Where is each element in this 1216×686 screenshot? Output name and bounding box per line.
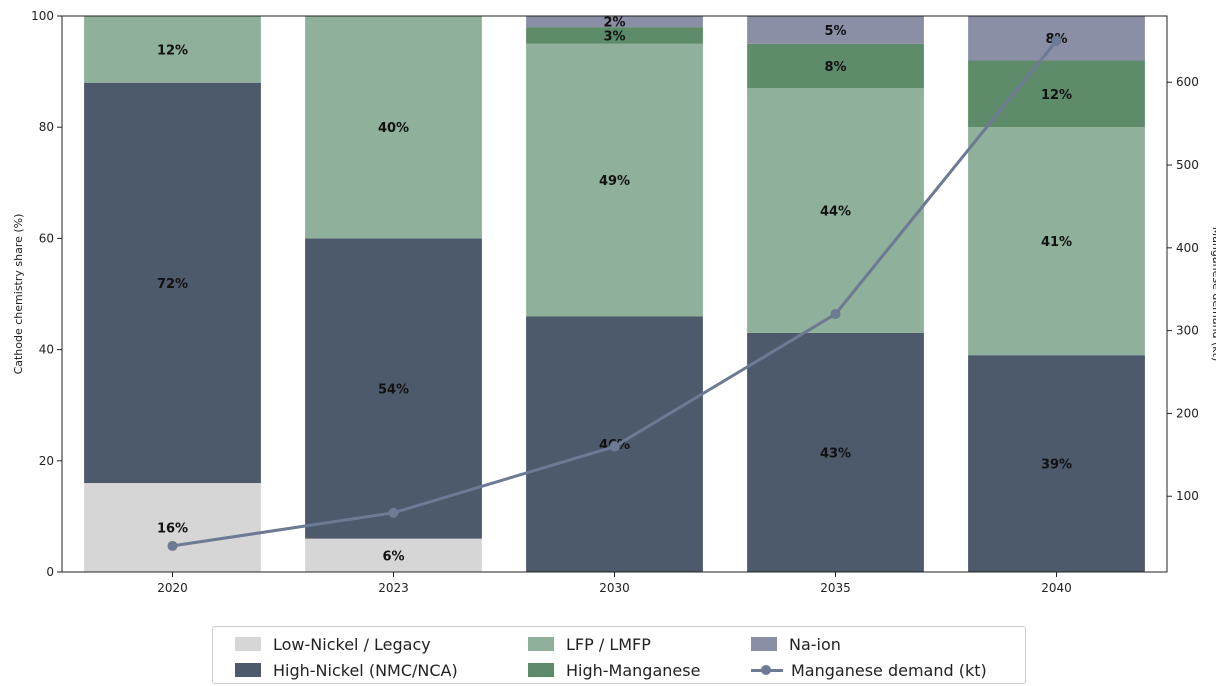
bar-segment [84,16,261,83]
bar-segment [747,332,924,572]
line-point [1051,35,1062,46]
chart: 16%72%12%6%54%40%46%49%3%2%43%44%8%5%39%… [12,9,1216,595]
legend-label: Na-ion [789,634,841,654]
y-axis-label: Cathode chemistry share (%) [12,214,25,375]
legend-label: Manganese demand (kt) [791,660,987,680]
data-label: 2% [603,16,625,31]
legend-label: Low-Nickel / Legacy [273,634,431,654]
legend-item: LFP / LMFP [528,632,651,656]
data-label: 12% [157,43,188,58]
legend-swatch [751,637,777,651]
legend-line-marker [751,663,783,677]
bar-segment [747,16,924,44]
bar-segment [747,43,924,89]
legend-swatch [528,637,554,651]
data-label: 44% [820,205,851,220]
data-label: 72% [157,277,188,292]
data-label: 43% [820,446,851,461]
bar-segment [968,355,1145,572]
y2-tick-label: 300 [1176,324,1199,338]
legend-item: Low-Nickel / Legacy [235,632,431,656]
data-label: 8% [824,60,846,75]
bar-segment [526,16,703,28]
data-label: 3% [603,29,625,44]
line-point [388,507,399,518]
y-tick-label: 40 [39,343,54,357]
y-tick-label: 80 [39,120,54,134]
x-tick-label: 2040 [1041,581,1072,595]
legend-label: High-Manganese [566,660,701,680]
line-point [167,540,178,551]
y-tick-label: 20 [39,454,54,468]
bar-segment [747,88,924,333]
line-point [830,309,841,320]
legend-swatch [235,637,261,651]
data-label: 49% [599,174,630,189]
legend-label: LFP / LMFP [566,634,651,654]
y2-tick-label: 100 [1176,489,1199,503]
y-tick-label: 100 [31,9,54,23]
bar-segment [305,538,482,572]
x-tick-label: 2023 [378,581,409,595]
legend-item: Na-ion [751,632,841,656]
line-group [167,35,1062,551]
data-label: 6% [382,549,404,564]
y-tick-label: 0 [46,565,54,579]
bar-segment [84,82,261,484]
y-tick-label: 60 [39,231,54,245]
legend-item: High-Nickel (NMC/NCA) [235,658,458,682]
legend: Low-Nickel / Legacy High-Nickel (NMC/NCA… [212,626,1026,684]
data-label: 12% [1041,88,1072,103]
legend-item: High-Manganese [528,658,700,682]
bar-segment [84,483,261,572]
line-point [609,441,620,452]
data-label: 40% [378,121,409,136]
y2-tick-label: 400 [1176,241,1199,255]
x-tick-label: 2035 [820,581,851,595]
bar-segment [305,238,482,539]
data-label: 16% [157,522,188,537]
x-tick-label: 2030 [599,581,630,595]
y2-tick-label: 200 [1176,406,1199,420]
bar-group: 16%72%12%6%54%40%46%49%3%2%43%44%8%5%39%… [84,16,1145,572]
bar-segment [305,16,482,239]
legend-label: High-Nickel (NMC/NCA) [273,660,458,680]
bar-segment [526,43,703,317]
y2-tick-label: 500 [1176,158,1199,172]
legend-item: Manganese demand (kt) [751,658,987,682]
data-label: 54% [378,383,409,398]
bar-segment [968,127,1145,356]
y2-tick-label: 600 [1176,75,1199,89]
y2-axis-label: Manganese demand (kt) [1210,227,1216,362]
x-tick-label: 2020 [157,581,188,595]
legend-swatch [528,663,554,677]
bar-segment [526,27,703,44]
data-label: 5% [824,24,846,39]
data-label: 41% [1041,235,1072,250]
legend-swatch [235,663,261,677]
data-label: 39% [1041,458,1072,473]
